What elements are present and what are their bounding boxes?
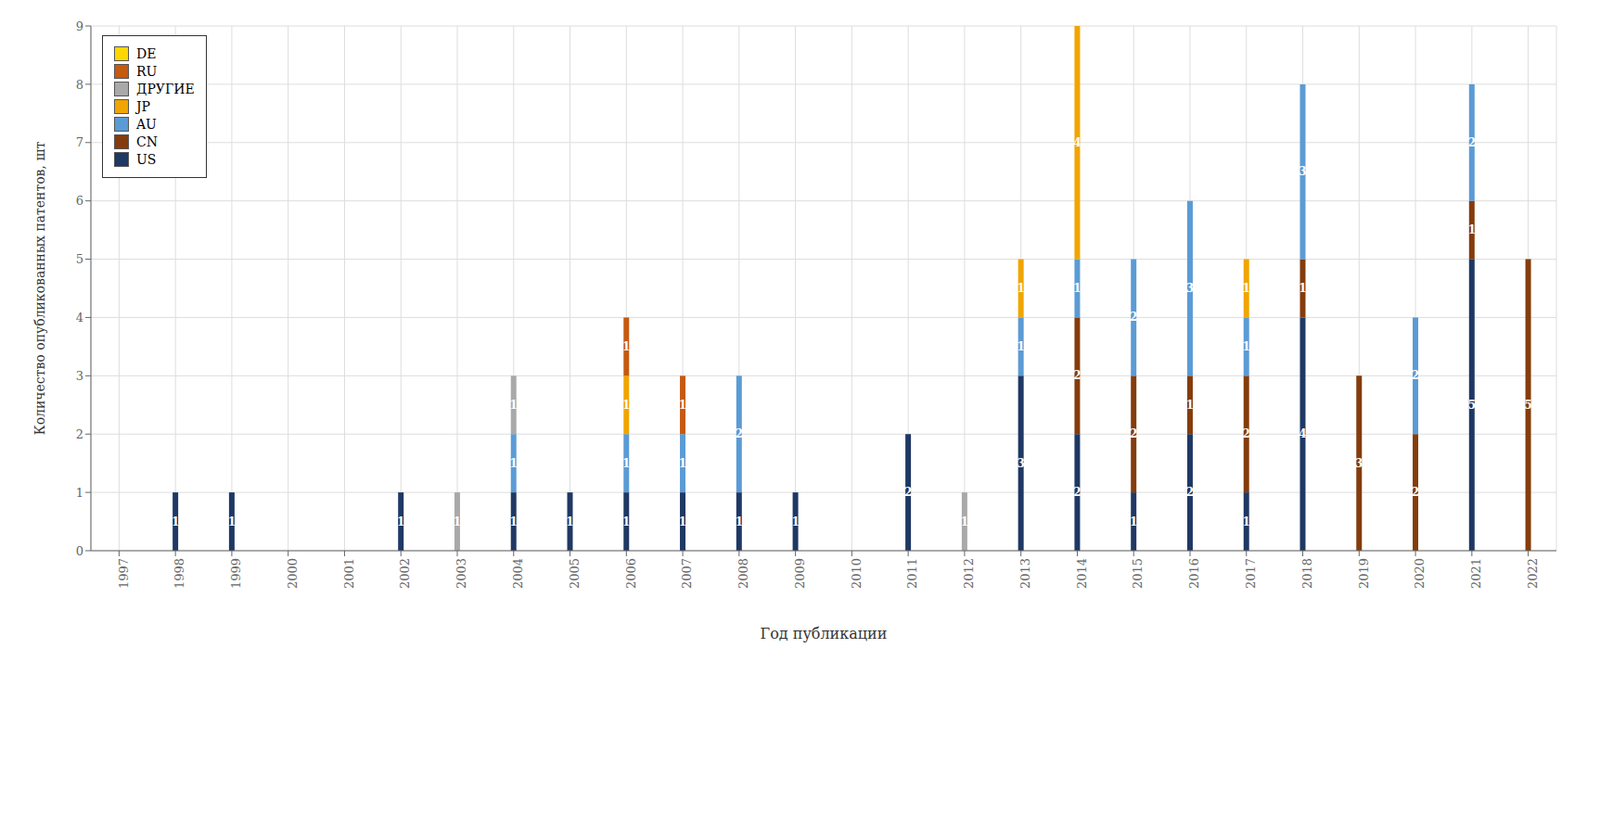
svg-text:1: 1 xyxy=(735,515,743,529)
svg-text:3: 3 xyxy=(1355,457,1363,471)
svg-text:Год публикации: Год публикации xyxy=(760,625,888,643)
svg-text:1998: 1998 xyxy=(172,558,187,589)
svg-text:2: 2 xyxy=(1129,310,1138,324)
svg-text:2: 2 xyxy=(904,486,912,500)
svg-text:2: 2 xyxy=(1186,486,1194,500)
svg-text:2: 2 xyxy=(1468,136,1476,150)
html-text:US: US xyxy=(136,152,157,167)
svg-text:1: 1 xyxy=(791,515,799,529)
svg-text:5: 5 xyxy=(76,252,84,267)
svg-text:1: 1 xyxy=(678,515,687,529)
svg-text:2: 2 xyxy=(76,427,84,442)
svg-text:2: 2 xyxy=(1073,369,1081,383)
svg-text:1: 1 xyxy=(396,515,405,529)
svg-text:2008: 2008 xyxy=(736,558,751,589)
svg-text:1: 1 xyxy=(622,515,630,529)
svg-text:1: 1 xyxy=(510,515,518,529)
html-text:CN: CN xyxy=(136,134,158,150)
svg-text:3: 3 xyxy=(1298,165,1306,179)
svg-text:2021: 2021 xyxy=(1469,558,1484,589)
svg-text:1: 1 xyxy=(1242,281,1251,295)
svg-text:2001: 2001 xyxy=(342,558,357,589)
svg-text:2006: 2006 xyxy=(624,558,639,589)
svg-text:1: 1 xyxy=(1298,281,1306,295)
svg-text:1: 1 xyxy=(1186,398,1194,412)
svg-text:1997: 1997 xyxy=(116,558,131,589)
html-text:ДРУГИЕ: ДРУГИЕ xyxy=(136,81,195,97)
svg-text:2020: 2020 xyxy=(1412,558,1427,589)
html-text:JP: JP xyxy=(136,99,151,115)
svg-text:2014: 2014 xyxy=(1075,558,1089,589)
svg-text:7: 7 xyxy=(76,135,84,150)
svg-text:3: 3 xyxy=(76,369,84,384)
svg-text:2: 2 xyxy=(1129,427,1138,441)
svg-text:2016: 2016 xyxy=(1187,558,1202,589)
svg-text:8: 8 xyxy=(76,77,84,92)
svg-text:2017: 2017 xyxy=(1243,558,1258,589)
svg-text:1: 1 xyxy=(1242,340,1251,354)
svg-text:1: 1 xyxy=(510,398,518,412)
svg-text:2018: 2018 xyxy=(1300,558,1315,589)
svg-text:1: 1 xyxy=(171,515,180,529)
svg-text:2010: 2010 xyxy=(849,558,864,589)
svg-text:1: 1 xyxy=(622,398,630,412)
svg-text:3: 3 xyxy=(1186,281,1194,295)
svg-text:1: 1 xyxy=(678,398,687,412)
svg-text:2: 2 xyxy=(1073,486,1081,500)
svg-text:0: 0 xyxy=(76,544,84,559)
svg-text:9: 9 xyxy=(76,19,84,34)
svg-text:1: 1 xyxy=(228,515,236,529)
svg-text:4: 4 xyxy=(1298,427,1306,441)
svg-text:2009: 2009 xyxy=(793,558,807,589)
svg-text:2007: 2007 xyxy=(679,558,694,589)
svg-text:1: 1 xyxy=(678,457,687,471)
svg-text:1: 1 xyxy=(1242,515,1251,529)
svg-text:2002: 2002 xyxy=(397,558,412,589)
svg-text:1: 1 xyxy=(622,340,630,354)
svg-text:2004: 2004 xyxy=(511,558,525,589)
html-text:RU: RU xyxy=(136,64,158,79)
svg-text:2: 2 xyxy=(735,427,743,441)
svg-text:4: 4 xyxy=(1073,136,1081,150)
svg-text:1: 1 xyxy=(453,515,461,529)
svg-text:3: 3 xyxy=(1016,457,1024,471)
svg-text:1: 1 xyxy=(622,457,630,471)
svg-text:1: 1 xyxy=(1016,281,1024,295)
svg-text:1: 1 xyxy=(1016,340,1024,354)
svg-text:Количество опубликованных пате: Количество опубликованных патентов, шт xyxy=(32,141,48,436)
svg-text:2: 2 xyxy=(1411,369,1420,383)
svg-text:2005: 2005 xyxy=(567,558,582,589)
svg-text:2015: 2015 xyxy=(1130,558,1145,589)
svg-text:5: 5 xyxy=(1523,398,1532,412)
svg-text:4: 4 xyxy=(76,310,84,325)
svg-text:2011: 2011 xyxy=(905,558,920,589)
svg-text:1: 1 xyxy=(1073,281,1081,295)
svg-text:1: 1 xyxy=(510,457,518,471)
svg-text:2000: 2000 xyxy=(285,558,300,589)
svg-text:1: 1 xyxy=(960,515,969,529)
svg-text:2022: 2022 xyxy=(1525,558,1540,589)
html-text:DE: DE xyxy=(136,46,157,62)
svg-text:1: 1 xyxy=(565,515,574,529)
svg-text:1: 1 xyxy=(76,486,84,500)
svg-text:1: 1 xyxy=(1468,223,1476,237)
svg-text:2: 2 xyxy=(1242,427,1251,441)
svg-text:2: 2 xyxy=(1411,486,1420,500)
svg-text:6: 6 xyxy=(76,193,84,208)
svg-text:2013: 2013 xyxy=(1018,558,1033,589)
svg-text:2012: 2012 xyxy=(961,558,976,589)
svg-text:1999: 1999 xyxy=(229,558,244,589)
svg-text:2019: 2019 xyxy=(1356,558,1371,589)
html-text:AU: AU xyxy=(136,116,157,132)
svg-text:2003: 2003 xyxy=(454,558,469,589)
svg-text:1: 1 xyxy=(1129,515,1138,529)
svg-text:5: 5 xyxy=(1468,398,1476,412)
